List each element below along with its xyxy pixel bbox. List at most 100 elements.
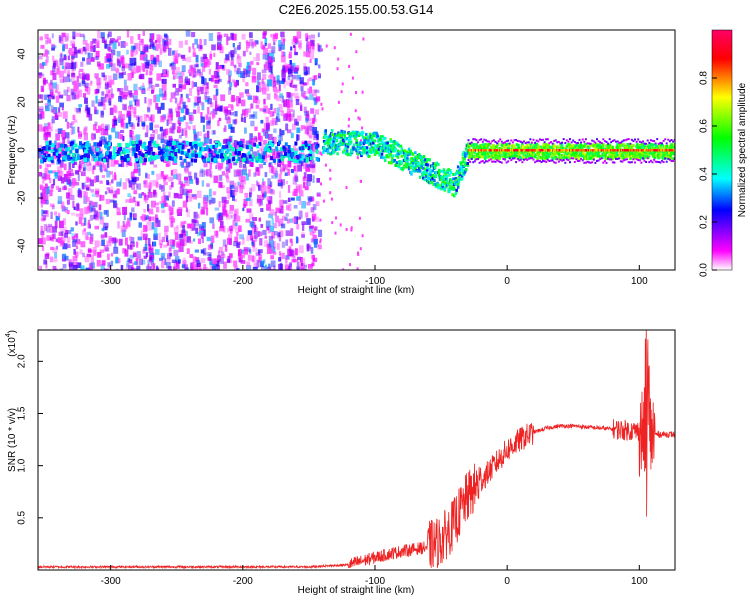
- heatmap-cell: [301, 268, 306, 270]
- heatmap-cell: [83, 93, 87, 98]
- heatmap-cell: [133, 66, 136, 75]
- heatmap-cell: [575, 154, 578, 158]
- heatmap-cell: [293, 92, 299, 98]
- heatmap-cell: [166, 253, 171, 260]
- heatmap-cell: [256, 85, 261, 93]
- heatmap-cell: [212, 130, 216, 134]
- heatmap-cell: [311, 255, 314, 260]
- heatmap-cell: [144, 146, 148, 151]
- heatmap-cell: [443, 187, 446, 191]
- heatmap-cell: [230, 53, 234, 61]
- heatmap-cell: [441, 185, 445, 189]
- heatmap-cell: [257, 80, 260, 85]
- heatmap-cell: [97, 30, 101, 39]
- heatmap-cell: [218, 212, 224, 221]
- heatmap-cell: [87, 52, 90, 60]
- heatmap-cell: [104, 94, 109, 98]
- heatmap-cell: [59, 102, 64, 108]
- heatmap-cell: [151, 34, 154, 41]
- heatmap-cell: [51, 95, 55, 100]
- heatmap-cell: [200, 209, 206, 215]
- heatmap-cell: [236, 79, 239, 86]
- heatmap-cell: [642, 146, 645, 150]
- heatmap-cell: [203, 247, 207, 255]
- heatmap-cell: [178, 53, 181, 57]
- heatmap-cell: [51, 119, 54, 126]
- heatmap-cell: [109, 79, 115, 85]
- heatmap-cell: [204, 137, 210, 144]
- heatmap-cell: [51, 43, 55, 48]
- heatmap-cell: [83, 195, 88, 204]
- heatmap-cell: [267, 79, 273, 87]
- heatmap-cell: [275, 146, 279, 151]
- heatmap-cell: [141, 259, 146, 265]
- heatmap-cell: [464, 152, 467, 156]
- heatmap-cell: [133, 62, 137, 66]
- heatmap-cell: [71, 55, 75, 59]
- heatmap-cell: [211, 44, 217, 51]
- heatmap-cell: [426, 163, 430, 167]
- heatmap-cell: [188, 112, 194, 117]
- heatmap-cell: [173, 53, 176, 61]
- heatmap-cell: [70, 40, 76, 46]
- heatmap-cell: [159, 126, 163, 132]
- heatmap-cell: [82, 40, 88, 45]
- heatmap-cell: [223, 225, 226, 233]
- heatmap-cell: [200, 101, 204, 106]
- heatmap-cell: [136, 183, 142, 190]
- heatmap-cell: [314, 216, 320, 223]
- heatmap-cell: [262, 32, 266, 39]
- heatmap-cell: [66, 144, 72, 149]
- heatmap-cell: [238, 248, 242, 256]
- heatmap-cell: [287, 248, 292, 257]
- heatmap-cell: [209, 217, 215, 224]
- heatmap-cell: [239, 147, 243, 151]
- heatmap-cell: [254, 224, 257, 232]
- heatmap-cell: [203, 96, 209, 100]
- heatmap-cell: [221, 171, 225, 176]
- heatmap-cell: [55, 215, 60, 221]
- heatmap-cell: [329, 177, 332, 181]
- heatmap-cell: [269, 110, 274, 117]
- heatmap-cell: [361, 234, 364, 238]
- heatmap-cell: [246, 70, 251, 78]
- heatmap-cell: [294, 175, 298, 181]
- heatmap-cell: [338, 147, 341, 151]
- heatmap-cell: [285, 148, 289, 155]
- heatmap-cell: [426, 158, 429, 161]
- heatmap-cell: [64, 144, 68, 149]
- heatmap-cell: [176, 242, 180, 248]
- heatmap-cell: [272, 136, 275, 145]
- heatmap-cell: [110, 88, 113, 95]
- heatmap-cell: [73, 80, 79, 89]
- heatmap-cell: [347, 139, 350, 143]
- heatmap-cell: [76, 202, 79, 211]
- heatmap-cell: [42, 214, 47, 221]
- heatmap-cell: [262, 73, 267, 80]
- heatmap-cell: [95, 129, 100, 133]
- heatmap-cell: [294, 51, 298, 56]
- heatmap-cell: [147, 148, 151, 153]
- heatmap-cell: [157, 106, 161, 114]
- heatmap-cell: [437, 162, 440, 166]
- heatmap-cell: [131, 207, 135, 212]
- heatmap-cell: [352, 145, 355, 149]
- heatmap-cell: [270, 260, 276, 268]
- heatmap-cell: [208, 77, 213, 82]
- heatmap-cell: [345, 137, 349, 140]
- heatmap-cell: [141, 153, 145, 158]
- heatmap-cell: [44, 183, 48, 189]
- heatmap-cell: [46, 225, 51, 233]
- heatmap-cell: [575, 151, 578, 155]
- heatmap-cell: [618, 153, 622, 156]
- heatmap-cell: [129, 130, 134, 135]
- heatmap-cell: [41, 188, 46, 194]
- heatmap-cell: [383, 141, 386, 145]
- heatmap-cell: [205, 86, 209, 95]
- heatmap-cell: [169, 239, 175, 247]
- heatmap-cell: [375, 149, 378, 153]
- heatmap-cell: [312, 204, 317, 211]
- heatmap-cell: [298, 159, 302, 164]
- heatmap-cell: [95, 216, 99, 221]
- heatmap-cell: [95, 95, 98, 104]
